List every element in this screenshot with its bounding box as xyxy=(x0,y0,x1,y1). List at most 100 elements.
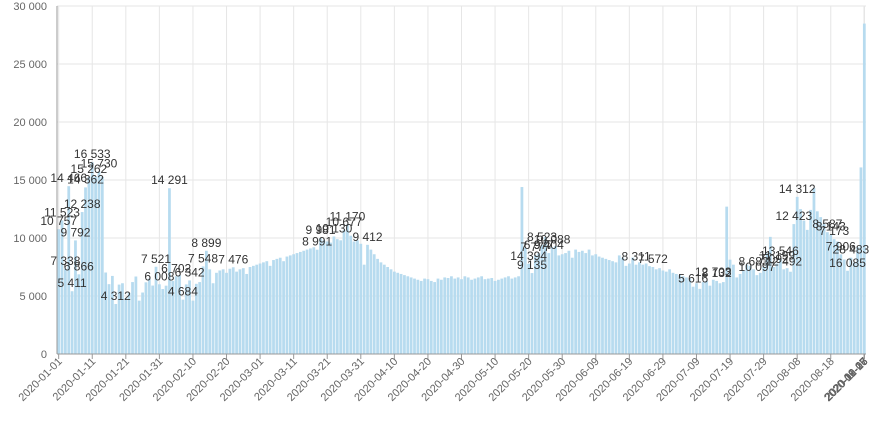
bar xyxy=(550,247,554,354)
bar xyxy=(275,258,279,354)
bar xyxy=(839,254,843,354)
data-label: 28 483 xyxy=(833,243,869,257)
bar xyxy=(698,288,702,354)
bar xyxy=(372,254,376,354)
bar xyxy=(315,249,319,354)
bar xyxy=(631,257,635,354)
data-label: 8 899 xyxy=(191,236,221,250)
bar xyxy=(366,244,369,354)
data-label: 4 684 xyxy=(168,285,198,299)
bar xyxy=(732,264,735,354)
data-label: 4 312 xyxy=(101,289,131,303)
bar xyxy=(547,253,551,354)
bar xyxy=(715,280,718,354)
data-label: 14 466 xyxy=(50,171,87,185)
data-label: 8 523 xyxy=(527,230,557,244)
bar xyxy=(298,251,302,354)
bar xyxy=(423,278,426,354)
bar xyxy=(658,268,661,354)
bar xyxy=(772,267,776,354)
bar xyxy=(762,267,765,354)
bar xyxy=(426,279,430,354)
data-label: 7 476 xyxy=(218,252,248,266)
bar xyxy=(144,282,148,354)
bar xyxy=(503,277,507,354)
bar xyxy=(107,284,111,354)
bar xyxy=(97,171,101,354)
bar xyxy=(476,277,480,354)
bar xyxy=(104,272,108,354)
y-tick-label: 5 000 xyxy=(19,291,47,303)
bar xyxy=(392,271,396,354)
bar xyxy=(121,283,124,354)
data-label: 10 088 xyxy=(534,232,571,246)
bar xyxy=(305,249,309,354)
bar xyxy=(846,270,849,354)
bar xyxy=(278,257,282,354)
y-tick-label: 10 000 xyxy=(13,233,47,245)
bar xyxy=(251,265,255,354)
bar xyxy=(836,241,839,354)
bar xyxy=(513,277,517,354)
bar xyxy=(292,254,296,354)
data-label: 8 683 xyxy=(739,254,769,268)
bar xyxy=(634,264,638,354)
data-label: 14 312 xyxy=(779,182,816,196)
data-label: 16 533 xyxy=(74,147,111,161)
bar xyxy=(137,300,141,354)
bar xyxy=(708,285,712,354)
bar xyxy=(755,275,759,354)
bar xyxy=(638,262,641,354)
bar xyxy=(399,273,403,354)
bar xyxy=(268,265,272,354)
bar xyxy=(695,283,698,354)
bar xyxy=(100,176,104,354)
data-label: 9 792 xyxy=(60,225,90,239)
bar xyxy=(382,264,386,354)
bar xyxy=(517,276,520,354)
bar xyxy=(302,250,306,354)
bar xyxy=(507,276,510,354)
bar xyxy=(819,217,823,354)
data-label: 12 492 xyxy=(765,254,802,268)
bar xyxy=(245,273,249,354)
bar xyxy=(587,249,591,354)
data-label: 11 199 xyxy=(759,249,795,263)
bar xyxy=(718,283,722,354)
bar xyxy=(181,299,185,354)
bar xyxy=(674,273,678,354)
bar xyxy=(644,263,648,354)
bar xyxy=(67,186,71,354)
bar xyxy=(627,263,631,354)
bar xyxy=(409,277,413,354)
data-label: 8 311 xyxy=(621,250,650,264)
bar xyxy=(520,187,524,354)
bar xyxy=(567,250,571,354)
bar xyxy=(238,269,242,354)
bar xyxy=(178,275,181,354)
data-label: 12 238 xyxy=(64,197,101,211)
data-label: 7 338 xyxy=(50,254,80,268)
bar xyxy=(359,243,363,354)
bar xyxy=(262,262,265,354)
bar xyxy=(325,241,329,354)
bar xyxy=(815,211,819,354)
bar xyxy=(77,274,81,354)
bar xyxy=(416,279,420,354)
bar xyxy=(225,272,228,354)
bar xyxy=(272,260,275,354)
data-label: 6 008 xyxy=(144,269,174,283)
bar xyxy=(429,280,433,354)
bar xyxy=(711,279,715,354)
bar xyxy=(463,276,467,354)
bar xyxy=(480,276,484,354)
bar xyxy=(681,276,685,354)
bar xyxy=(164,285,168,354)
bar xyxy=(90,162,94,354)
bar xyxy=(211,283,215,354)
bar xyxy=(74,240,77,354)
bar xyxy=(208,269,212,354)
bar xyxy=(342,230,346,354)
bar xyxy=(782,269,786,354)
bar xyxy=(389,269,393,354)
